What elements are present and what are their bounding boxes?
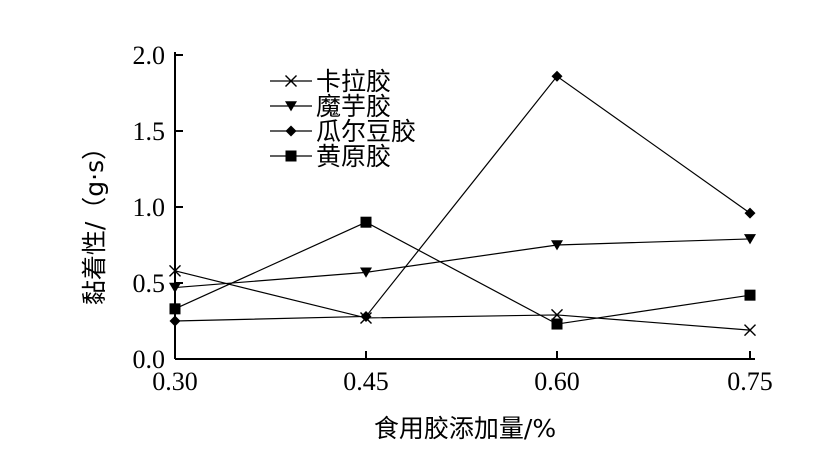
axes: [174, 52, 755, 360]
legend-label: 卡拉胶: [316, 67, 391, 96]
data-point: [169, 315, 181, 327]
x-tick-label: 0.60: [534, 367, 580, 396]
series-3: [169, 70, 756, 327]
legend-marker: [285, 75, 297, 87]
data-point: [360, 310, 372, 322]
data-point: [169, 264, 181, 277]
x-tick-label: 0.30: [152, 367, 198, 396]
legend-label: 魔芋胶: [316, 92, 391, 121]
data-point: [169, 282, 181, 293]
data-point: [744, 289, 756, 301]
y-ticks: 0.0 0.5 1.0 1.5 2.0: [133, 41, 183, 374]
legend-item: 瓜尔豆胶: [270, 117, 416, 146]
series-1: [169, 264, 756, 337]
legend-item: 卡拉胶: [270, 67, 391, 96]
y-axis-title: 黏着性/（g·s）: [80, 135, 109, 305]
series-line: [174, 221, 751, 325]
legend-label: 瓜尔豆胶: [316, 117, 416, 146]
series-2: [169, 234, 756, 293]
series-4: [169, 216, 756, 330]
series-line: [174, 75, 751, 322]
x-tick-label: 0.45: [343, 367, 389, 396]
data-point: [551, 318, 563, 330]
x-ticks: 0.30 0.45 0.60 0.75: [152, 351, 773, 396]
y-tick-label: 2.0: [133, 41, 166, 70]
y-tick-label: 0.5: [133, 269, 166, 298]
data-point: [551, 240, 563, 251]
data-point: [744, 234, 756, 245]
legend-marker: [285, 125, 297, 137]
y-tick-label: 1.0: [133, 193, 166, 222]
series: [169, 70, 756, 337]
series-line: [174, 238, 751, 289]
data-point: [551, 70, 563, 82]
data-point: [744, 324, 756, 337]
legend-marker: [285, 101, 297, 112]
data-point: [360, 267, 372, 278]
legend-item: 魔芋胶: [270, 92, 391, 121]
data-point: [169, 303, 181, 315]
data-point: [360, 216, 372, 228]
y-tick-label: 1.5: [133, 117, 166, 146]
legend-marker: [285, 150, 297, 162]
series-line: [174, 270, 751, 331]
x-tick-label: 0.75: [727, 367, 773, 396]
data-point: [744, 207, 756, 219]
legend-item: 黄原胶: [270, 142, 391, 171]
legend-label: 黄原胶: [316, 142, 391, 171]
x-axis-title: 食用胶添加量/%: [374, 414, 556, 443]
y-tick-label: 0.0: [133, 345, 166, 374]
